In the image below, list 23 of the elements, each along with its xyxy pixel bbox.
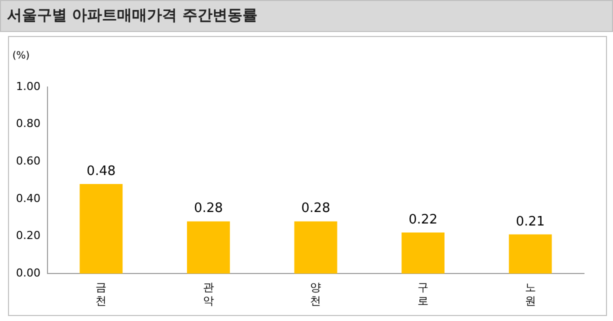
bar (508, 234, 552, 274)
bar (186, 221, 230, 274)
y-tick-label: 1.00 (16, 80, 40, 93)
bar (80, 184, 123, 274)
data-label: 0.48 (86, 164, 116, 179)
y-tick-label: 0.00 (16, 266, 40, 280)
y-tick-label: 0.80 (16, 117, 40, 130)
x-tick-label: 노원 (524, 281, 536, 308)
data-label: 0.28 (194, 201, 223, 216)
bar (402, 232, 445, 274)
x-tick-label: 관악 (202, 281, 214, 308)
y-tick-label: 0.40 (16, 192, 40, 205)
chart-title: 서울구별 아파트매매가격 주간변동률 (7, 6, 258, 25)
bar (294, 221, 338, 274)
y-axis-title: (%) (12, 50, 30, 62)
data-label: 0.28 (301, 201, 330, 216)
y-tick-label: 0.60 (16, 154, 40, 168)
x-tick-label: 금천 (96, 281, 107, 308)
x-tick-label: 양천 (310, 281, 322, 308)
x-tick-label: 구로 (418, 281, 429, 308)
data-label: 0.21 (516, 214, 545, 230)
data-label: 0.22 (408, 212, 438, 228)
y-tick-label: 0.20 (16, 229, 40, 242)
